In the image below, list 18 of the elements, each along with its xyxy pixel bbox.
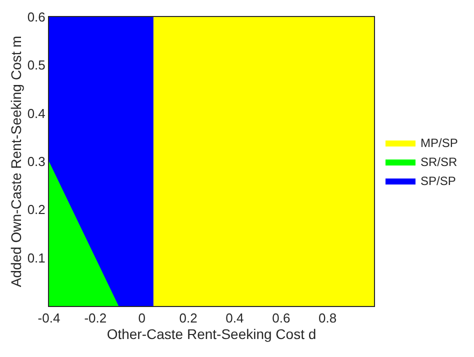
x-axis-title: Other-Caste Rent-Seeking Cost d	[106, 326, 316, 342]
y-tick-label: 0.4	[27, 106, 46, 121]
x-tick-label: 0.4	[226, 310, 244, 326]
y-axis-title: Added Own-Caste Rent-Seeking Cost m	[8, 36, 24, 288]
x-tick-label: 0.2	[179, 310, 198, 326]
y-tick-label: 0.2	[27, 202, 46, 218]
legend-label: SP/SP	[420, 174, 456, 188]
x-tick-label: 0.8	[318, 310, 337, 326]
y-tick-label: 0.6	[27, 10, 46, 25]
y-tick-label: 0.5	[27, 58, 46, 73]
x-tick-label: -0.2	[84, 310, 107, 326]
x-tick-label: -0.4	[38, 310, 60, 326]
legend-label: MP/SP	[420, 136, 458, 150]
legend-label: SR/SR	[420, 155, 458, 170]
x-tick-label: 0.6	[272, 310, 290, 326]
y-tick-label: 0.1	[27, 250, 46, 266]
y-tick-label: 0.3	[27, 154, 46, 170]
x-tick-label: 0	[138, 310, 146, 326]
